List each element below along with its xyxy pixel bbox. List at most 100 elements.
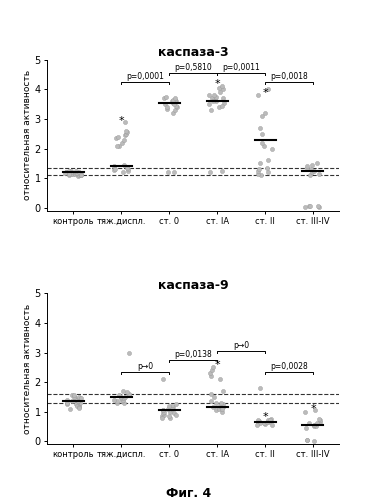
Point xyxy=(217,375,223,383)
Point xyxy=(123,118,129,126)
Point xyxy=(76,402,82,410)
Point xyxy=(167,408,173,416)
Point xyxy=(210,403,216,411)
Point xyxy=(76,404,82,412)
Point xyxy=(159,406,166,414)
Point xyxy=(125,167,131,175)
Point xyxy=(76,168,82,176)
Point xyxy=(161,100,167,108)
Point xyxy=(63,168,69,176)
Point xyxy=(74,402,80,410)
Title: каспаза-9: каспаза-9 xyxy=(158,279,228,292)
Point xyxy=(219,102,225,110)
Point xyxy=(118,394,124,402)
Point xyxy=(317,418,323,426)
Point xyxy=(111,162,117,170)
Point xyxy=(307,171,313,179)
Point xyxy=(64,399,70,407)
Point xyxy=(165,405,171,413)
Point xyxy=(261,419,267,427)
Text: *: * xyxy=(262,412,268,422)
Point xyxy=(160,409,166,417)
Point xyxy=(170,109,176,117)
Point xyxy=(121,394,127,402)
Point xyxy=(78,394,84,402)
Point xyxy=(170,96,176,104)
Text: p=0,0011: p=0,0011 xyxy=(222,63,260,72)
Point xyxy=(166,412,172,420)
Point xyxy=(216,84,222,92)
Text: Фиг. 4: Фиг. 4 xyxy=(166,487,211,499)
Point xyxy=(257,420,263,428)
Point xyxy=(74,399,80,407)
Point xyxy=(171,409,177,417)
Point xyxy=(258,171,264,179)
Point xyxy=(68,170,74,178)
Point xyxy=(64,396,70,404)
Point xyxy=(211,91,217,99)
Point xyxy=(120,168,126,176)
Point xyxy=(210,363,216,371)
Point xyxy=(159,414,165,422)
Point xyxy=(76,393,82,401)
Point xyxy=(159,412,165,420)
Point xyxy=(122,393,128,401)
Point xyxy=(163,93,169,101)
Point xyxy=(68,168,74,176)
Point xyxy=(307,203,313,211)
Point xyxy=(316,415,322,423)
Point xyxy=(111,396,117,404)
Point xyxy=(219,82,225,90)
Point xyxy=(76,171,82,179)
Point xyxy=(261,142,267,150)
Point xyxy=(213,406,219,414)
Point xyxy=(210,97,216,105)
Point xyxy=(262,420,268,428)
Point xyxy=(75,169,81,177)
Point xyxy=(74,400,80,408)
Point xyxy=(72,170,78,178)
Point xyxy=(174,103,180,111)
Point xyxy=(254,420,261,428)
Point xyxy=(208,372,214,380)
Point xyxy=(123,127,129,135)
Point xyxy=(172,168,178,176)
Point xyxy=(220,94,226,102)
Point xyxy=(115,133,121,141)
Point xyxy=(307,202,313,210)
Point xyxy=(257,384,264,392)
Point xyxy=(72,394,78,402)
Point xyxy=(267,417,273,425)
Point xyxy=(172,106,178,114)
Point xyxy=(116,391,122,399)
Point xyxy=(74,167,80,175)
Point xyxy=(124,164,130,172)
Point xyxy=(77,399,83,407)
Point xyxy=(173,97,179,105)
Point xyxy=(207,168,213,176)
Point xyxy=(259,112,265,120)
Point xyxy=(221,400,227,408)
Point xyxy=(66,167,72,175)
Point xyxy=(207,106,213,114)
Point xyxy=(219,167,225,175)
Point xyxy=(209,94,215,102)
Point xyxy=(126,348,132,356)
Point xyxy=(311,437,317,445)
Point xyxy=(78,170,84,178)
Point xyxy=(317,417,323,425)
Point xyxy=(67,405,73,413)
Point xyxy=(256,165,262,173)
Point xyxy=(265,156,271,164)
Point xyxy=(169,402,175,410)
Point xyxy=(314,159,320,167)
Point xyxy=(216,103,222,111)
Text: p=0,0138: p=0,0138 xyxy=(174,350,212,359)
Point xyxy=(216,405,222,413)
Point xyxy=(68,167,74,175)
Point xyxy=(257,124,263,132)
Point xyxy=(302,203,308,211)
Point xyxy=(165,168,171,176)
Point xyxy=(265,416,271,424)
Point xyxy=(126,390,132,398)
